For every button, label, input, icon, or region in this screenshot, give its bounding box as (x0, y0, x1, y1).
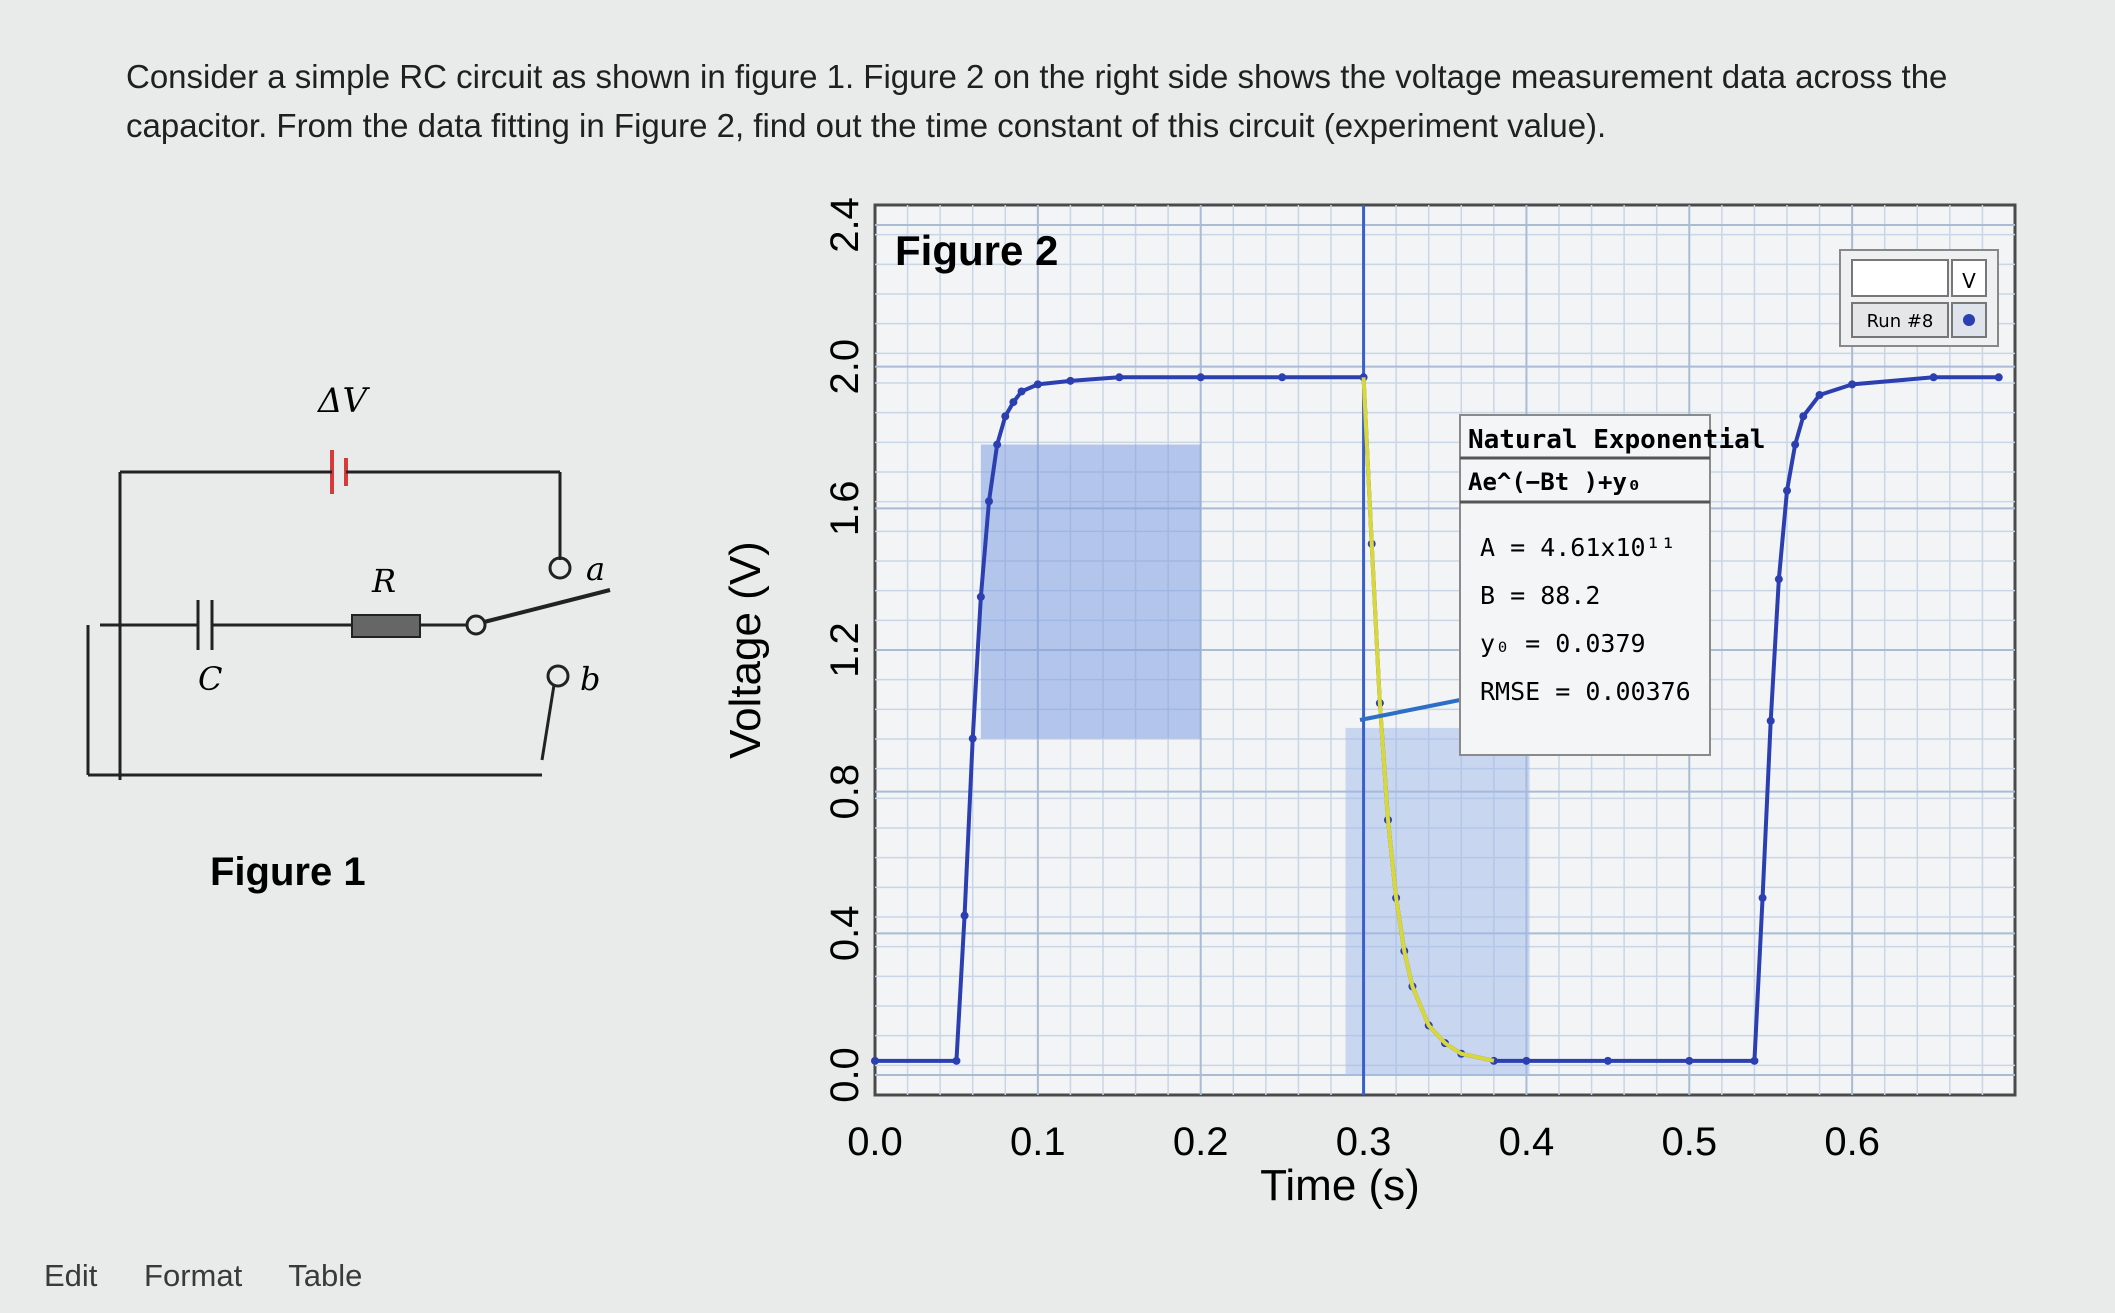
data-point (968, 734, 977, 743)
x-axis-label: Time (s) (1260, 1161, 1420, 1210)
resistor (351, 614, 421, 638)
terminal-b (546, 664, 570, 688)
data-point (1066, 376, 1075, 385)
x-tick-label: 0.6 (1824, 1120, 1880, 1164)
legend-swatch-field[interactable] (1851, 259, 1949, 297)
data-point (1791, 440, 1800, 449)
menu-edit[interactable]: Edit (44, 1258, 98, 1293)
data-point (1750, 1056, 1759, 1065)
x-tick-label: 0.5 (1661, 1120, 1717, 1164)
wire-right-bottom (540, 684, 556, 761)
y-tick-label: 1.2 (823, 622, 867, 678)
fit-curve (1361, 377, 1495, 1063)
x-tick-label: 0.3 (1336, 1120, 1392, 1164)
legend-entry-box (1851, 302, 1949, 338)
terminal-a-label: a (586, 550, 605, 588)
data-point (1774, 575, 1783, 584)
data-point (1758, 893, 1767, 902)
series-layer (871, 373, 2003, 1065)
data-point (1603, 1056, 1612, 1065)
legend-entry-label: Run #8 (1867, 311, 1934, 332)
legend-channel-label: V (1962, 269, 1976, 293)
data-point (1033, 380, 1042, 389)
data-point (952, 1056, 961, 1065)
switch-pivot (465, 614, 487, 636)
terminal-a (548, 556, 572, 580)
data-point (1017, 387, 1026, 396)
y-tick-label: 0.0 (823, 1047, 867, 1103)
x-tick-label: 0.1 (1010, 1120, 1066, 1164)
y-tick-label: 0.8 (823, 764, 867, 820)
data-point (1929, 373, 1938, 382)
data-point (960, 911, 969, 920)
data-point (1994, 373, 2003, 382)
data-point (871, 1056, 879, 1065)
data-point (1115, 373, 1124, 382)
editor-toolbar: Edit Format Table (44, 1258, 400, 1294)
menu-format[interactable]: Format (144, 1258, 243, 1293)
circuit-diagram: ΔV C R a b Figure 1 (86, 381, 611, 894)
data-point (1766, 716, 1775, 725)
figure-1-circuit: ΔV C R a b Figure 1 (80, 360, 640, 920)
capacitor-label: C (198, 660, 222, 698)
legend-channel-button[interactable] (1951, 259, 1987, 297)
y-tick-label: 0.4 (823, 906, 867, 962)
data-point (1009, 398, 1018, 407)
data-point (1815, 391, 1824, 399)
menu-table[interactable]: Table (288, 1258, 363, 1293)
data-point (1001, 412, 1010, 421)
x-tick-label: 0.0 (847, 1120, 903, 1164)
fit-box-background (1459, 414, 1711, 756)
data-point (993, 440, 1002, 449)
fit-equation: Ae^(−Bt )+y₀ (1468, 468, 1641, 496)
x-tick-labels: 0.0 0.1 0.2 0.3 0.4 0.5 0.6 (847, 1120, 1880, 1164)
figure-1-caption: Figure 1 (210, 850, 366, 894)
fit-param-b: B = 88.2 (1480, 581, 1600, 610)
data-point (1783, 486, 1791, 495)
voltage-plot: 0.0 0.1 0.2 0.3 0.4 0.5 0.6 0.0 0.4 0.8 1.2 1.6 2.0… (721, 197, 2017, 1210)
chart-title: Figure 2 (895, 227, 1058, 274)
shade-fit-region (1345, 727, 1530, 1075)
fit-param-y0: y₀ = 0.0379 (1480, 629, 1646, 658)
resistor-label: R (371, 562, 396, 600)
legend[interactable]: V Run #8 (1839, 249, 1999, 347)
data-point (985, 497, 993, 506)
terminal-b-label: b (580, 660, 600, 698)
data-point (1278, 373, 1287, 382)
fit-title: Natural Exponential (1468, 425, 1765, 455)
y-tick-label: 2.0 (823, 339, 867, 395)
fit-param-rmse: RMSE = 0.00376 (1480, 677, 1691, 706)
shade-rise-selection (980, 444, 1201, 739)
figure-2-chart: 0.0 0.1 0.2 0.3 0.4 0.5 0.6 0.0 0.4 0.8 1.2 1.6 2.0… (700, 190, 2040, 1240)
x-tick-label: 0.2 (1173, 1120, 1229, 1164)
data-point (1848, 380, 1857, 389)
switch-lever (483, 588, 611, 624)
data-point (1196, 373, 1205, 382)
selection-shading (980, 205, 1530, 1095)
data-point (1685, 1056, 1694, 1065)
fit-param-a: A = 4.61x10¹¹ (1480, 533, 1676, 562)
y-tick-label: 2.4 (823, 197, 867, 253)
y-axis-label: Voltage (V) (721, 541, 770, 759)
battery-label: ΔV (316, 381, 371, 421)
fit-result-box[interactable]: Natural Exponential Ae^(−Bt )+y₀ A = 4.6… (1359, 414, 1765, 756)
legend-marker (1963, 314, 1975, 326)
data-point (976, 592, 985, 601)
y-tick-label: 1.6 (823, 481, 867, 537)
question-text: Consider a simple RC circuit as shown in… (126, 58, 1948, 144)
data-point (1799, 412, 1808, 421)
y-tick-labels: 0.0 0.4 0.8 1.2 1.6 2.0 2.4 (823, 197, 867, 1103)
x-tick-label: 0.4 (1499, 1120, 1555, 1164)
fit-pointer-line (1359, 698, 1461, 722)
data-point (1522, 1056, 1531, 1065)
